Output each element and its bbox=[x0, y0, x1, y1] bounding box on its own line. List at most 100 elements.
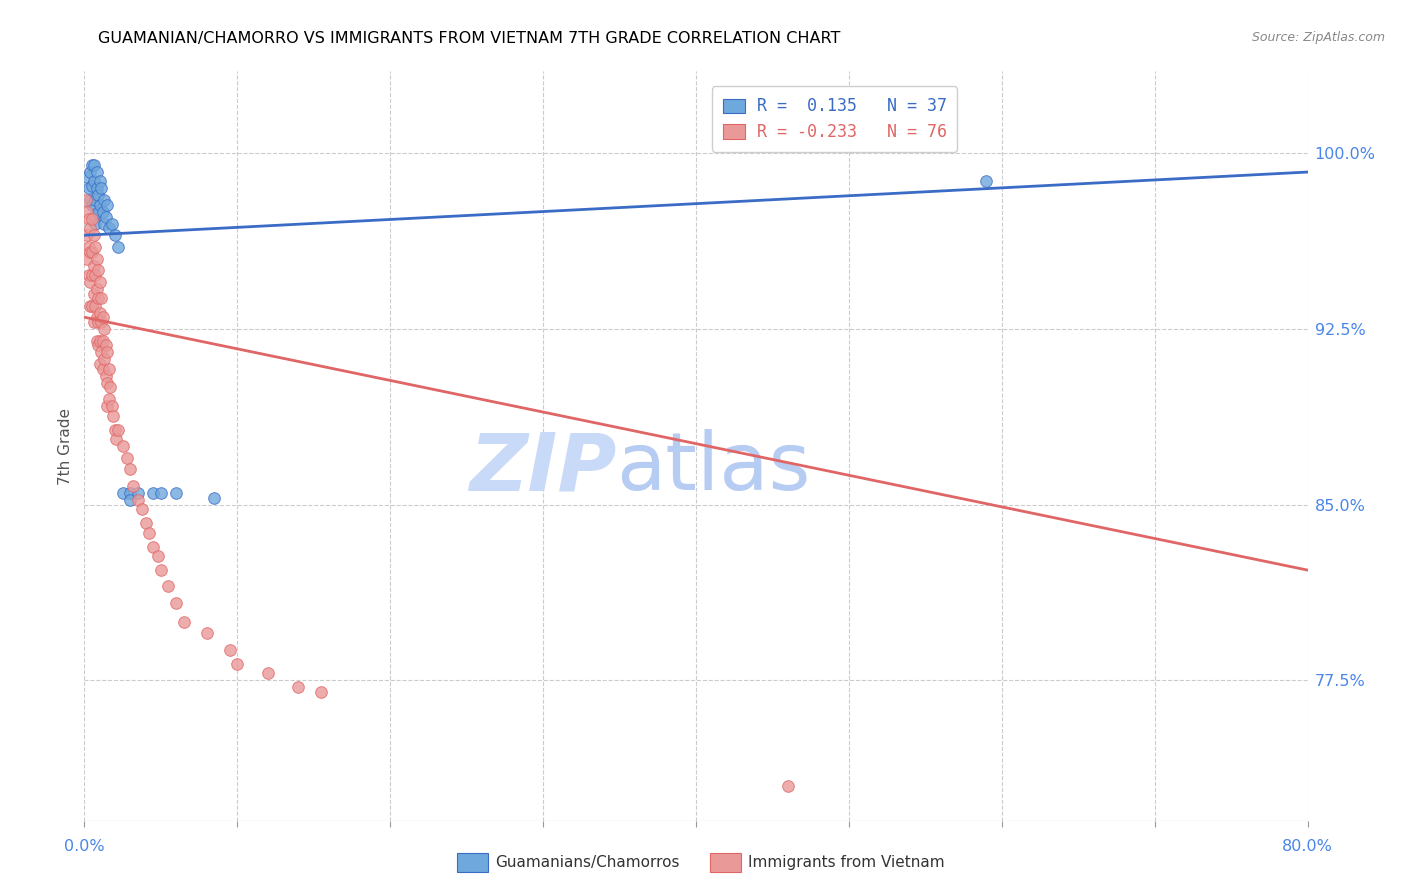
Point bbox=[94, 210, 117, 224]
Point bbox=[89, 357, 111, 371]
Point bbox=[91, 361, 114, 376]
Point bbox=[76, 228, 98, 243]
Point bbox=[142, 540, 165, 554]
Point bbox=[93, 352, 115, 367]
Point bbox=[93, 217, 115, 231]
Point bbox=[149, 563, 172, 577]
Point bbox=[87, 292, 110, 306]
Point bbox=[89, 275, 111, 289]
Point bbox=[195, 626, 218, 640]
Point bbox=[104, 423, 127, 437]
Point bbox=[90, 315, 112, 329]
Point bbox=[976, 174, 998, 188]
Point bbox=[89, 174, 111, 188]
Point bbox=[79, 165, 101, 179]
Point bbox=[87, 263, 110, 277]
Point bbox=[90, 292, 112, 306]
Point bbox=[165, 485, 187, 500]
Point bbox=[218, 642, 240, 657]
Point bbox=[79, 221, 101, 235]
Point bbox=[120, 492, 142, 507]
Point bbox=[96, 198, 118, 212]
Point bbox=[202, 491, 225, 505]
Point bbox=[97, 392, 120, 406]
Point bbox=[83, 174, 105, 188]
Point bbox=[77, 268, 100, 282]
Point bbox=[93, 193, 115, 207]
Point bbox=[120, 462, 142, 476]
Point bbox=[77, 240, 100, 254]
Y-axis label: 7th Grade: 7th Grade bbox=[58, 408, 73, 484]
Point bbox=[84, 268, 107, 282]
Point bbox=[83, 315, 105, 329]
Point bbox=[135, 516, 157, 531]
Point bbox=[87, 315, 110, 329]
Point bbox=[77, 211, 100, 226]
Point bbox=[96, 345, 118, 359]
Point bbox=[287, 680, 309, 694]
Point bbox=[76, 169, 98, 184]
Point bbox=[86, 165, 108, 179]
Point bbox=[77, 181, 100, 195]
Point bbox=[122, 479, 145, 493]
Point bbox=[83, 210, 105, 224]
Point bbox=[96, 376, 118, 390]
Point bbox=[111, 485, 134, 500]
Point bbox=[90, 181, 112, 195]
Point bbox=[94, 368, 117, 383]
Point bbox=[79, 193, 101, 207]
Point bbox=[89, 198, 111, 212]
Point bbox=[127, 492, 149, 507]
Point bbox=[79, 298, 101, 312]
Point bbox=[115, 450, 138, 465]
Text: Source: ZipAtlas.com: Source: ZipAtlas.com bbox=[1251, 31, 1385, 45]
Point bbox=[83, 228, 105, 243]
Point bbox=[131, 502, 153, 516]
Point bbox=[173, 615, 195, 629]
Point bbox=[80, 268, 103, 282]
Point bbox=[101, 217, 124, 231]
Point bbox=[89, 334, 111, 348]
Point bbox=[84, 193, 107, 207]
Point bbox=[96, 399, 118, 413]
Point bbox=[86, 334, 108, 348]
Text: ZIP: ZIP bbox=[470, 429, 616, 508]
Point bbox=[138, 525, 160, 540]
Point bbox=[98, 380, 121, 394]
Point bbox=[91, 310, 114, 325]
Point bbox=[76, 252, 98, 266]
Point bbox=[93, 322, 115, 336]
Point bbox=[311, 685, 333, 699]
Legend: R =  0.135   N = 37, R = -0.233   N = 76: R = 0.135 N = 37, R = -0.233 N = 76 bbox=[713, 87, 957, 152]
Point bbox=[101, 399, 124, 413]
Point bbox=[111, 439, 134, 453]
Point bbox=[83, 259, 105, 273]
Point bbox=[127, 485, 149, 500]
Point bbox=[149, 485, 172, 500]
Text: Immigrants from Vietnam: Immigrants from Vietnam bbox=[748, 855, 945, 870]
Point bbox=[84, 298, 107, 312]
Point bbox=[76, 204, 98, 219]
Point bbox=[104, 228, 127, 243]
Point bbox=[776, 779, 799, 793]
Point bbox=[86, 181, 108, 195]
Point bbox=[94, 338, 117, 352]
Point bbox=[257, 666, 280, 681]
Point bbox=[84, 217, 107, 231]
Point bbox=[105, 432, 128, 446]
Point bbox=[83, 286, 105, 301]
Point bbox=[97, 221, 120, 235]
Text: 80.0%: 80.0% bbox=[1282, 839, 1333, 855]
Point bbox=[97, 361, 120, 376]
Point bbox=[87, 188, 110, 202]
Point bbox=[91, 204, 114, 219]
Point bbox=[84, 240, 107, 254]
Point bbox=[80, 298, 103, 312]
Point bbox=[80, 179, 103, 194]
Point bbox=[80, 198, 103, 212]
Point bbox=[89, 305, 111, 319]
Point bbox=[75, 193, 97, 207]
Point bbox=[86, 282, 108, 296]
Text: Guamanians/Chamorros: Guamanians/Chamorros bbox=[495, 855, 679, 870]
Point bbox=[80, 158, 103, 172]
